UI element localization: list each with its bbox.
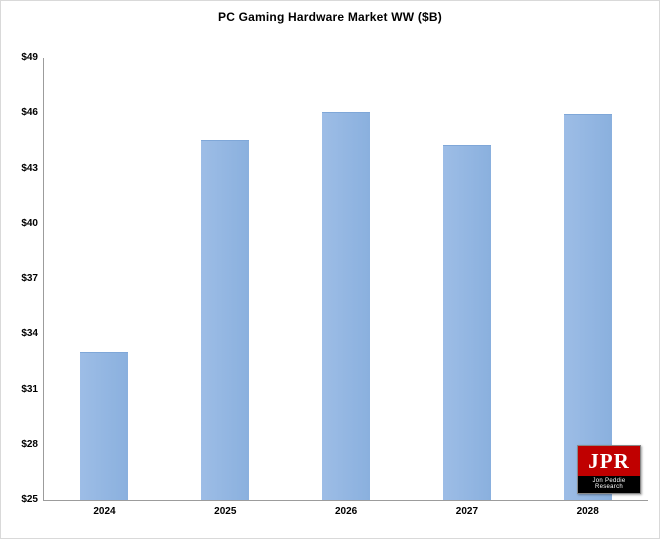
bar-2025: [201, 140, 250, 500]
y-axis-tick-label: $49: [21, 52, 38, 63]
jpr-logo-text: JPR: [578, 446, 640, 476]
y-axis-tick-label: $28: [21, 438, 38, 450]
bar-2024: [80, 352, 129, 500]
y-axis-tick-label: $25: [21, 494, 38, 505]
y-axis-tick-label: $31: [21, 383, 38, 395]
bar-2027: [442, 145, 491, 500]
y-axis-tick-label: $43: [21, 162, 38, 174]
x-axis-label-2028: 2028: [576, 506, 599, 517]
jpr-logo: JPR Jon Peddie Research: [577, 445, 641, 494]
y-axis-tick-label: $46: [21, 107, 38, 119]
plot-area: $25 $28 $31 $34 $37 $40 $43 $46 $49 2024 2025 2026 2…: [21, 52, 648, 517]
bar-2028: [563, 114, 612, 500]
x-axis-label-2025: 2025: [214, 506, 237, 517]
y-axis-tick-label: $40: [21, 217, 38, 229]
y-axis-tick-label: $37: [21, 273, 38, 284]
chart-title: PC Gaming Hardware Market WW ($B): [218, 10, 442, 24]
jpr-logo-subtext: Jon Peddie Research: [578, 476, 640, 493]
y-axis-tick-label: $34: [21, 328, 38, 340]
bar-2026: [322, 112, 370, 500]
x-axis-label-2026: 2026: [334, 506, 358, 517]
x-axis-label-2027: 2027: [455, 506, 479, 517]
x-axis-label-2024: 2024: [93, 506, 116, 517]
